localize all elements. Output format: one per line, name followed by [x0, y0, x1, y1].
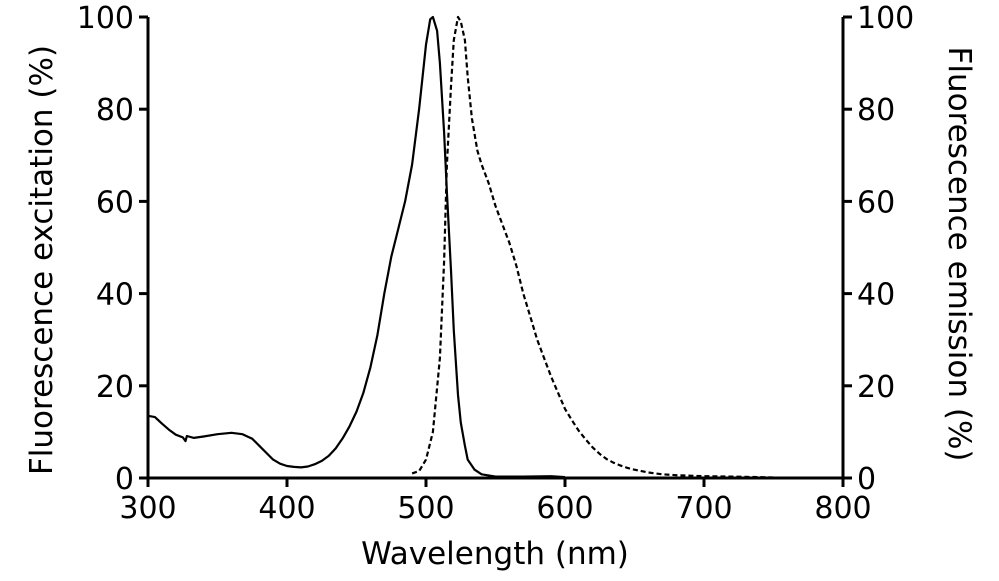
y-tick-label-right: 60 [857, 185, 895, 220]
ticks [139, 15, 852, 487]
x-tick-label: 500 [397, 491, 454, 526]
excitation-curve [147, 15, 566, 479]
y-tick-label-left: 20 [96, 370, 134, 405]
series-layer [147, 15, 774, 479]
y-tick-label-right: 40 [857, 278, 895, 313]
y-tick-label-right: 100 [857, 1, 914, 36]
y-tick-label-right: 0 [857, 462, 876, 497]
y-tick-label-left: 60 [96, 185, 134, 220]
emission-curve [411, 15, 774, 479]
y-tick-label-left: 0 [115, 462, 134, 497]
y-axis-right-title: Fluorescence emission (%) [941, 47, 977, 462]
y-tick-label-right: 80 [857, 93, 895, 128]
x-tick-label: 300 [119, 491, 176, 526]
x-tick-label: 800 [814, 491, 871, 526]
y-axis-left-title: Fluorescence excitation (%) [24, 45, 60, 475]
x-axis-title: Wavelength (nm) [361, 536, 629, 572]
x-tick-label: 600 [536, 491, 593, 526]
y-tick-label-left: 100 [77, 1, 134, 36]
y-tick-label-right: 20 [857, 370, 895, 405]
y-tick-label-left: 80 [96, 93, 134, 128]
x-tick-label: 700 [675, 491, 732, 526]
x-tick-label: 400 [258, 491, 315, 526]
y-tick-label-left: 40 [96, 278, 134, 313]
axes [146, 17, 845, 480]
